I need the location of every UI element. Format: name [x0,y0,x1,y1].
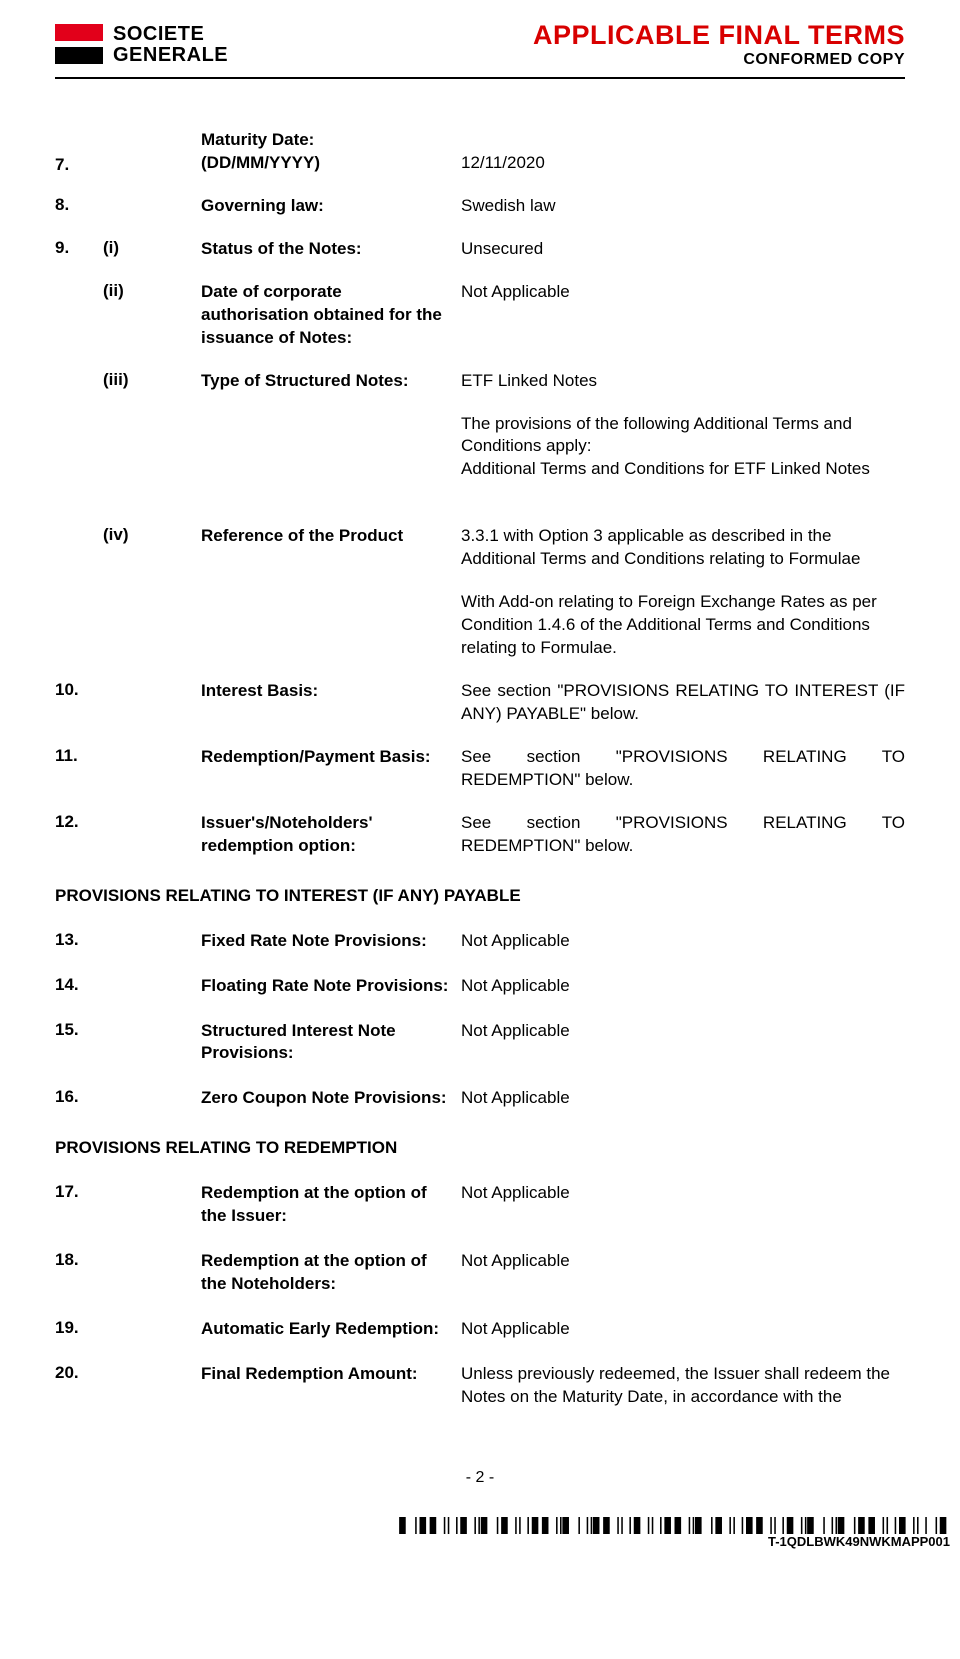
term-value: Unsecured [461,238,905,261]
term-label: Maturity Date:(DD/MM/YYYY) [201,129,461,175]
term-subnumber: (iii) [103,370,201,390]
term-row: 16. Zero Coupon Note Provisions:Not Appli… [55,1087,905,1110]
term-subnumber: (iv) [103,525,201,545]
term-label: Redemption at the option of the Issuer: [201,1182,461,1228]
term-value: See section "PROVISIONS RELATING TO REDE… [461,812,905,858]
terms-list-1: 7. Maturity Date:(DD/MM/YYYY)12/11/2020 8.… [55,129,905,858]
term-row: 18. Redemption at the option of the Noteh… [55,1250,905,1296]
term-label: Fixed Rate Note Provisions: [201,930,461,953]
term-row: 20. Final Redemption Amount:Unless previo… [55,1363,905,1409]
term-row: 17. Redemption at the option of the Issue… [55,1182,905,1228]
term-value: The provisions of the following Addition… [461,413,905,482]
page-footer: ▌│▌▌║│▌║▌│▌║│▌▌║▌│║▌▌║│▌║│▌▌║▌│▌║│▌▌║│▌║… [0,1517,960,1556]
term-row: With Add-on relating to Foreign Exchange… [55,591,905,660]
barcode-graphic: ▌│▌▌║│▌║▌│▌║│▌▌║▌│║▌▌║│▌║│▌▌║▌│▌║│▌▌║│▌║… [399,1517,950,1535]
term-row: 12. Issuer's/Noteholders' redemption opti… [55,812,905,858]
term-row: 14. Floating Rate Note Provisions:Not App… [55,975,905,998]
term-label: Structured Interest Note Provisions: [201,1020,461,1066]
term-label: Issuer's/Noteholders' redemption option: [201,812,461,858]
term-label: Final Redemption Amount: [201,1363,461,1386]
logo-line2: GENERALE [113,45,228,66]
term-value: Unless previously redeemed, the Issuer s… [461,1363,905,1409]
term-number: 14. [55,975,103,995]
term-label: Interest Basis: [201,680,461,703]
term-number: 16. [55,1087,103,1107]
term-row: (ii)Date of corporate authorisation obta… [55,281,905,350]
section-heading-interest: PROVISIONS RELATING TO INTEREST (IF ANY)… [55,886,905,906]
term-value: Not Applicable [461,281,905,304]
term-subnumber: (i) [103,238,201,258]
page-header: SOCIETE GENERALE APPLICABLE FINAL TERMS … [55,20,905,79]
term-label: Status of the Notes: [201,238,461,261]
term-label: Floating Rate Note Provisions: [201,975,461,998]
term-number: 7. [55,155,103,175]
term-row: 11. Redemption/Payment Basis:See section … [55,746,905,792]
logo-line1: SOCIETE [113,24,228,45]
term-row: 10. Interest Basis:See section "PROVISION… [55,680,905,726]
logo-text: SOCIETE GENERALE [113,24,228,66]
term-value: With Add-on relating to Foreign Exchange… [461,591,905,660]
term-row: 8. Governing law:Swedish law [55,195,905,218]
title-block: APPLICABLE FINAL TERMS CONFORMED COPY [533,20,905,69]
term-row: 7. Maturity Date:(DD/MM/YYYY)12/11/2020 [55,129,905,175]
term-value: 3.3.1 with Option 3 applicable as descri… [461,525,905,571]
term-label: Redemption/Payment Basis: [201,746,461,769]
term-number: 19. [55,1318,103,1338]
term-number: 9. [55,238,103,258]
term-number: 8. [55,195,103,215]
term-value: 12/11/2020 [461,152,905,175]
term-label: Redemption at the option of the Notehold… [201,1250,461,1296]
term-number: 10. [55,680,103,700]
term-number: 12. [55,812,103,832]
term-row: 9.(i)Status of the Notes:Unsecured [55,238,905,261]
term-label: Automatic Early Redemption: [201,1318,461,1341]
term-value: Not Applicable [461,930,905,953]
term-number: 17. [55,1182,103,1202]
barcode-label: T-1QDLBWK49NWKMAPP001 [399,1534,950,1549]
barcode: ▌│▌▌║│▌║▌│▌║│▌▌║▌│║▌▌║│▌║│▌▌║▌│▌║│▌▌║│▌║… [399,1517,950,1550]
document-subtitle: CONFORMED COPY [533,51,905,69]
term-number: 20. [55,1363,103,1383]
term-value: See section "PROVISIONS RELATING TO INTE… [461,680,905,726]
logo: SOCIETE GENERALE [55,20,228,66]
term-value: Not Applicable [461,1020,905,1043]
term-value: Not Applicable [461,1182,905,1205]
term-value: See section "PROVISIONS RELATING TO REDE… [461,746,905,792]
term-number: 15. [55,1020,103,1040]
term-value: Not Applicable [461,1250,905,1273]
term-value: Swedish law [461,195,905,218]
term-row: 15. Structured Interest Note Provisions:N… [55,1020,905,1066]
logo-mark [55,24,103,64]
section-heading-redemption: PROVISIONS RELATING TO REDEMPTION [55,1138,905,1158]
term-row: (iv)Reference of the Product3.3.1 with O… [55,525,905,571]
term-number: 11. [55,746,103,766]
document-title: APPLICABLE FINAL TERMS [533,20,905,51]
document-page: SOCIETE GENERALE APPLICABLE FINAL TERMS … [0,0,960,1517]
term-row: 19. Automatic Early Redemption:Not Applic… [55,1318,905,1341]
term-value: Not Applicable [461,1318,905,1341]
term-label: Governing law: [201,195,461,218]
term-value: ETF Linked Notes [461,370,905,393]
term-label: Zero Coupon Note Provisions: [201,1087,461,1110]
term-row: 13. Fixed Rate Note Provisions:Not Applic… [55,930,905,953]
term-label: Date of corporate authorisation obtained… [201,281,461,350]
term-label: Type of Structured Notes: [201,370,461,393]
term-value: Not Applicable [461,975,905,998]
term-number: 18. [55,1250,103,1270]
terms-list-3: 17. Redemption at the option of the Issue… [55,1182,905,1409]
term-row: The provisions of the following Addition… [55,413,905,482]
term-label: Reference of the Product [201,525,461,548]
terms-list-2: 13.Fixed Rate Note Provisions:Not Applic… [55,930,905,1111]
page-number: - 2 - [55,1469,905,1487]
term-value: Not Applicable [461,1087,905,1110]
term-subnumber: (ii) [103,281,201,301]
term-number: 13. [55,930,103,950]
term-row: (iii)Type of Structured Notes:ETF Linked… [55,370,905,393]
